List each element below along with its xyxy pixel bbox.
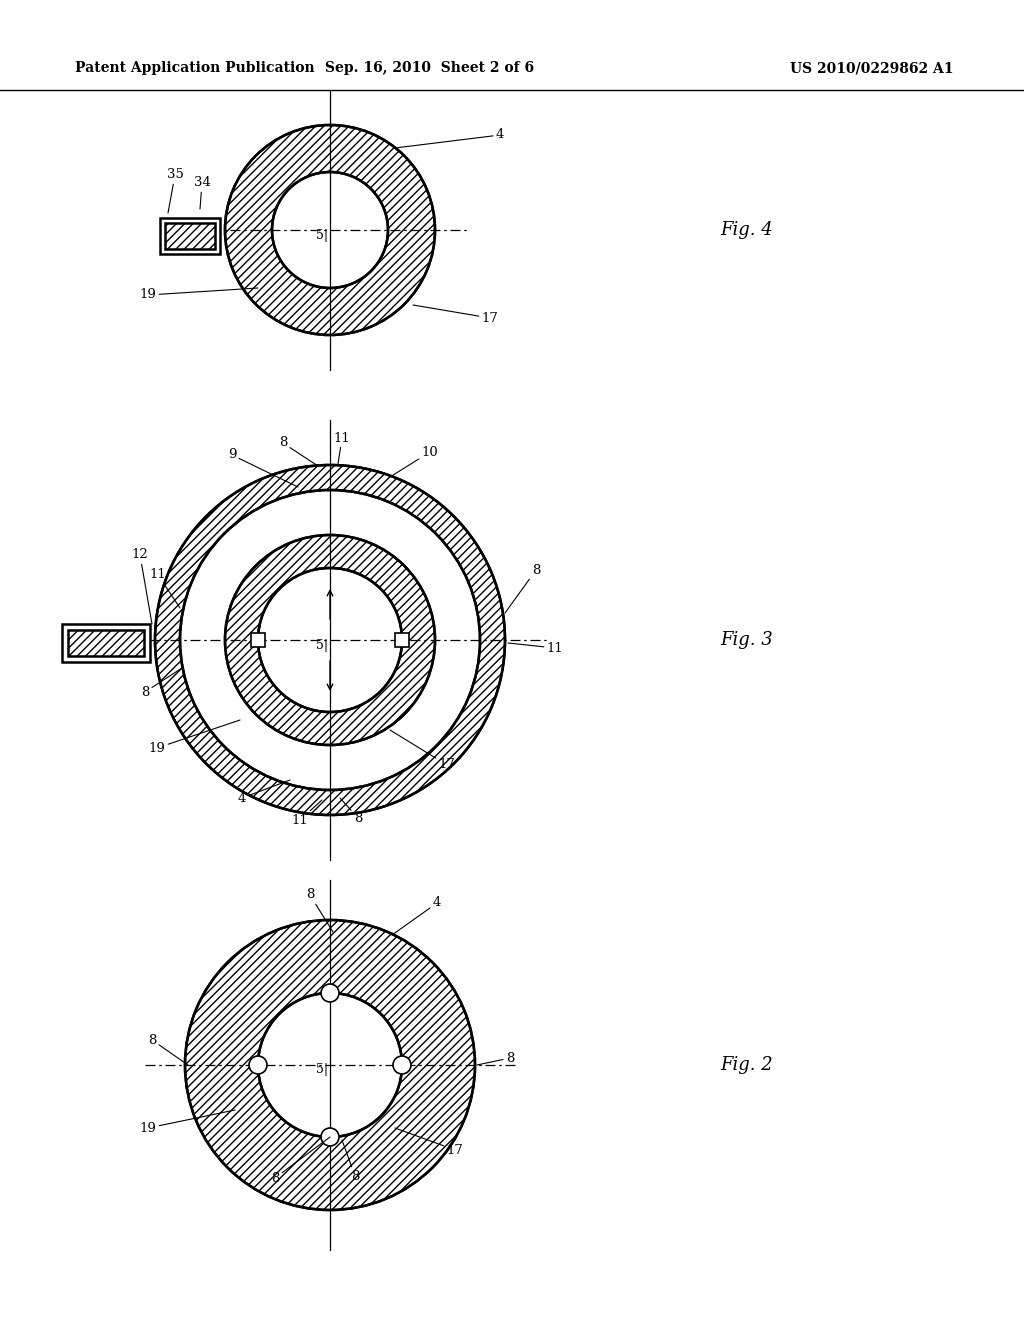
- Text: 8: 8: [141, 668, 182, 698]
- Text: 4: 4: [238, 780, 290, 804]
- Text: 10: 10: [390, 446, 438, 477]
- Text: Fig. 4: Fig. 4: [720, 220, 773, 239]
- Text: 19: 19: [139, 288, 258, 301]
- Text: 12: 12: [132, 549, 152, 624]
- Text: 17: 17: [395, 1129, 464, 1156]
- Text: 8: 8: [306, 888, 333, 932]
- Text: Fig. 2: Fig. 2: [720, 1056, 773, 1074]
- Bar: [160, 218, 220, 253]
- Text: 8: 8: [147, 1034, 188, 1065]
- Text: 4: 4: [395, 128, 504, 148]
- Text: 11: 11: [334, 432, 350, 465]
- Circle shape: [321, 983, 339, 1002]
- Text: US 2010/0229862 A1: US 2010/0229862 A1: [790, 61, 953, 75]
- Text: 8: 8: [477, 1052, 514, 1065]
- Text: 5|: 5|: [316, 1064, 328, 1077]
- Circle shape: [393, 1056, 411, 1074]
- Bar: [251, 634, 265, 647]
- Text: 11: 11: [292, 800, 322, 826]
- Text: 5|: 5|: [316, 639, 328, 652]
- Text: 35: 35: [167, 169, 183, 213]
- Text: 19: 19: [139, 1110, 234, 1134]
- Bar: [395, 634, 409, 647]
- Text: 8: 8: [270, 1137, 330, 1184]
- Text: Sep. 16, 2010  Sheet 2 of 6: Sep. 16, 2010 Sheet 2 of 6: [326, 61, 535, 75]
- Text: 8: 8: [505, 564, 541, 612]
- Text: 11: 11: [150, 569, 180, 609]
- Text: 9: 9: [227, 449, 298, 487]
- Text: 11: 11: [508, 642, 563, 655]
- Text: 4: 4: [392, 896, 441, 935]
- Circle shape: [321, 1129, 339, 1146]
- Text: 19: 19: [148, 719, 240, 755]
- Bar: [68, 630, 144, 656]
- Text: 17: 17: [390, 730, 456, 771]
- Bar: [165, 223, 215, 249]
- Text: 8: 8: [342, 1140, 359, 1183]
- Text: Patent Application Publication: Patent Application Publication: [75, 61, 314, 75]
- Text: Fig. 3: Fig. 3: [720, 631, 773, 649]
- Text: 8: 8: [340, 799, 362, 825]
- Circle shape: [249, 1056, 267, 1074]
- Text: 34: 34: [194, 177, 211, 209]
- Text: 8: 8: [279, 437, 318, 466]
- Text: 17: 17: [413, 305, 499, 325]
- Bar: [62, 624, 150, 663]
- Text: 5|: 5|: [316, 228, 328, 242]
